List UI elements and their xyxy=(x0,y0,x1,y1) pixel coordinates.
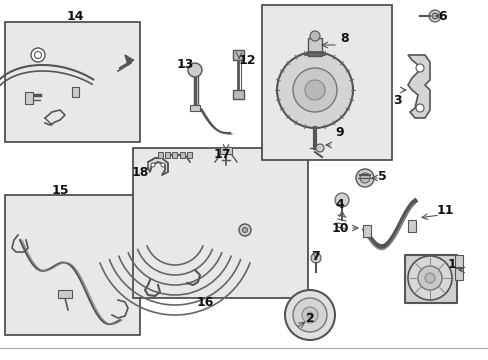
Bar xyxy=(72,87,79,97)
Text: 13: 13 xyxy=(176,58,193,72)
Circle shape xyxy=(415,104,423,112)
Bar xyxy=(407,220,415,232)
Bar xyxy=(362,225,370,237)
Bar xyxy=(307,38,321,56)
Polygon shape xyxy=(125,55,133,65)
Circle shape xyxy=(310,253,320,263)
Text: 17: 17 xyxy=(213,148,230,162)
Circle shape xyxy=(431,13,437,19)
Text: 11: 11 xyxy=(435,203,453,216)
Circle shape xyxy=(305,80,325,100)
Bar xyxy=(133,148,307,298)
Circle shape xyxy=(306,312,312,318)
Circle shape xyxy=(292,68,336,112)
Circle shape xyxy=(292,298,326,332)
Text: 18: 18 xyxy=(131,166,148,179)
Bar xyxy=(25,92,33,104)
Circle shape xyxy=(151,163,155,167)
Circle shape xyxy=(276,52,352,128)
Circle shape xyxy=(285,290,334,340)
Bar xyxy=(58,290,72,298)
Circle shape xyxy=(407,256,451,300)
Text: 15: 15 xyxy=(51,184,69,197)
Bar xyxy=(404,255,456,303)
Circle shape xyxy=(31,48,45,62)
Bar xyxy=(220,147,231,154)
Text: 2: 2 xyxy=(305,312,314,325)
Bar xyxy=(190,105,200,111)
Text: 14: 14 xyxy=(66,10,83,23)
Polygon shape xyxy=(148,158,168,175)
Bar xyxy=(232,50,244,60)
Circle shape xyxy=(302,307,317,323)
Bar xyxy=(172,152,177,158)
Text: 6: 6 xyxy=(438,9,447,22)
Text: 9: 9 xyxy=(335,126,344,139)
Circle shape xyxy=(309,31,319,41)
Circle shape xyxy=(315,144,324,152)
Circle shape xyxy=(334,193,348,207)
Text: 16: 16 xyxy=(196,296,213,309)
Circle shape xyxy=(187,63,202,77)
Circle shape xyxy=(355,169,373,187)
Text: 4: 4 xyxy=(335,198,344,211)
Bar xyxy=(232,90,244,99)
Text: 5: 5 xyxy=(377,171,386,184)
Text: 8: 8 xyxy=(340,31,348,45)
Circle shape xyxy=(417,266,441,290)
Polygon shape xyxy=(407,55,429,118)
Text: 10: 10 xyxy=(330,221,348,234)
Circle shape xyxy=(359,173,369,183)
Bar xyxy=(158,152,163,158)
Bar xyxy=(454,268,462,280)
Bar xyxy=(186,152,192,158)
Bar xyxy=(5,22,140,142)
Bar xyxy=(164,152,170,158)
Text: 12: 12 xyxy=(238,54,255,67)
Circle shape xyxy=(428,10,440,22)
Text: 7: 7 xyxy=(311,249,320,262)
Bar xyxy=(180,152,184,158)
Circle shape xyxy=(242,228,247,233)
Circle shape xyxy=(424,273,434,283)
Circle shape xyxy=(239,224,250,236)
Bar xyxy=(5,195,140,335)
Bar xyxy=(262,5,391,160)
Bar xyxy=(454,255,462,267)
Circle shape xyxy=(415,64,423,72)
Text: 1: 1 xyxy=(447,258,455,271)
Text: 3: 3 xyxy=(393,94,402,107)
Circle shape xyxy=(161,163,164,167)
